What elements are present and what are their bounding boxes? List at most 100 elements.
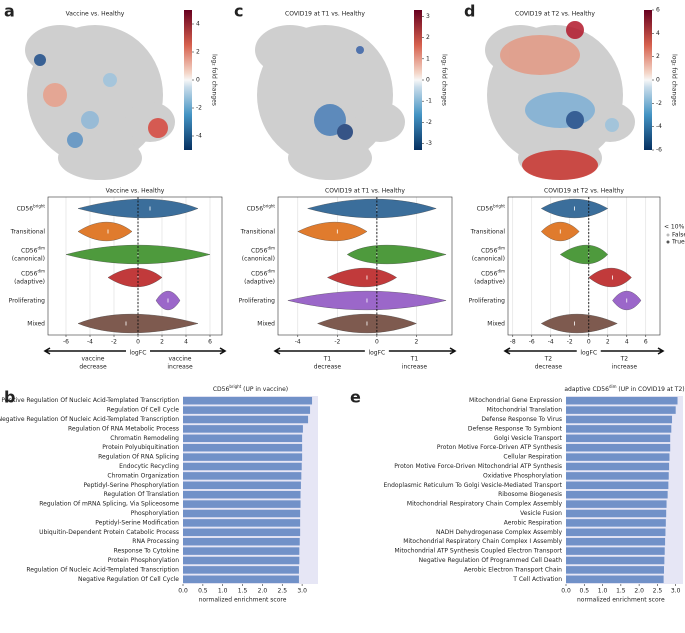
bar — [566, 415, 673, 424]
category-main: CD56 — [247, 205, 264, 212]
x-tick-label: 1.0 — [218, 588, 228, 595]
x-axis-label: logFC — [368, 350, 385, 357]
category-sup: dim — [497, 269, 505, 274]
category-line2: (adaptive) — [244, 278, 275, 285]
category-line2: (adaptive) — [14, 278, 45, 285]
bar — [183, 415, 309, 424]
arrow-right — [600, 347, 665, 355]
arrow-left — [503, 347, 577, 355]
category-label: Vesicle Fusion — [520, 510, 562, 517]
category-main: Mixed — [257, 320, 275, 327]
category-line2-text: (adaptive) — [14, 278, 45, 285]
category-line2: (adaptive) — [474, 278, 505, 285]
category-main: CD56 — [21, 270, 38, 277]
category-main: CD56 — [17, 205, 34, 212]
colorbar-tick-label: -6 — [656, 147, 662, 154]
legend-marker — [666, 233, 670, 237]
arrow-right-label: vaccine — [169, 356, 192, 363]
category-label: Negative Regulation Of Nucleic Acid-Temp… — [0, 416, 179, 423]
category-sup: dim — [37, 269, 45, 274]
category-label: Aerobic Electron Transport Chain — [464, 566, 562, 573]
x-tick-label: 1.0 — [598, 588, 608, 595]
bar — [183, 500, 301, 508]
category-label: Mixed — [27, 320, 45, 327]
plot-frame — [277, 196, 453, 336]
umap-cloud — [255, 25, 405, 180]
x-tick-label: -8 — [510, 339, 516, 346]
x-tick-label: 1.5 — [238, 588, 248, 595]
x-tick-label: 0.5 — [580, 588, 590, 595]
arrow-right-label: increase — [612, 364, 638, 371]
category-label: CD56dim — [481, 269, 505, 278]
bar — [566, 396, 678, 405]
colorbar-tick-label: -4 — [196, 133, 202, 140]
category-sup: bright — [493, 204, 505, 209]
category-label: Oxidative Phosphorylation — [483, 472, 562, 479]
x-tick-label: -6 — [63, 339, 69, 346]
violin — [588, 267, 632, 288]
category-main: Proliferating — [469, 297, 506, 304]
arrow-left-label: decrease — [79, 364, 107, 371]
colorbar-tick-label: 0 — [656, 77, 660, 84]
bar — [566, 434, 671, 443]
category-label: Mitochondrial Respiratory Chain Complex … — [407, 501, 563, 508]
arrow-left — [43, 347, 126, 355]
category-label: CD56bright — [477, 204, 506, 213]
colorbar-tick-label: -3 — [426, 140, 432, 147]
category-label: Mixed — [487, 320, 505, 327]
category-label: CD56bright — [247, 204, 276, 213]
category-label: CD56dim — [251, 269, 275, 278]
category-sup: dim — [267, 269, 275, 274]
category-label: Ribosome Biogenesis — [498, 491, 562, 498]
category-label: Golgi Vesicle Transport — [494, 435, 563, 442]
bar — [183, 566, 299, 574]
bar — [183, 396, 313, 405]
category-line2-text: (adaptive) — [474, 278, 505, 285]
category-main: Proliferating — [9, 297, 46, 304]
violin — [297, 222, 368, 241]
category-label: Regulation Of Cell Cycle — [107, 407, 180, 414]
category-label: Defense Response To Symbiont — [468, 425, 563, 432]
plot-background — [566, 396, 683, 584]
category-main: CD56 — [481, 247, 498, 254]
arrow-right-label: increase — [402, 364, 428, 371]
arrow-left — [273, 347, 365, 355]
category-label: Endocytic Recycling — [119, 463, 179, 470]
category-label: CD56dim — [481, 246, 505, 255]
x-tick-label: 0 — [375, 339, 379, 346]
category-label: Proton Motive Force-Driven Mitochondrial… — [394, 463, 562, 470]
bar — [183, 481, 301, 490]
category-label: Transitional — [240, 228, 276, 235]
x-tick-label: 2 — [606, 339, 610, 346]
bar — [566, 566, 664, 574]
bar — [183, 434, 303, 443]
category-line2-text: (canonical) — [242, 255, 275, 262]
category-label: Regulation Of Nucleic Acid-Templated Tra… — [26, 566, 179, 573]
category-label: Proliferating — [239, 297, 276, 304]
bar — [183, 406, 311, 414]
x-tick-label: 4 — [184, 339, 188, 346]
colorbar-tick-label: 2 — [196, 49, 200, 56]
arrow-left-label: decrease — [314, 364, 342, 371]
category-label: CD56dim — [21, 246, 45, 255]
category-label: Phosphorylation — [131, 510, 180, 517]
category-label: Regulation Of Translation — [104, 491, 180, 498]
category-label: Chromatin Remodeling — [110, 435, 179, 442]
bar-title-pre: CD56 — [213, 386, 230, 393]
bar — [566, 547, 665, 555]
violin — [559, 244, 608, 265]
category-main: CD56 — [251, 247, 268, 254]
category-label: RNA Processing — [132, 538, 179, 545]
category-label: Response To Cytokine — [114, 548, 180, 555]
x-tick-label: 0.0 — [178, 588, 188, 595]
category-main: Mixed — [487, 320, 505, 327]
colorbar-tick-label: 1 — [426, 55, 430, 62]
category-label: Proliferating — [9, 297, 46, 304]
category-main: Proliferating — [239, 297, 276, 304]
category-label: Regulation Of RNA Metabolic Process — [68, 425, 179, 432]
x-tick-label: -4 — [87, 339, 93, 346]
category-line2-text: (canonical) — [12, 255, 45, 262]
category-line2: (canonical) — [242, 255, 275, 262]
x-tick-label: 2 — [160, 339, 164, 346]
